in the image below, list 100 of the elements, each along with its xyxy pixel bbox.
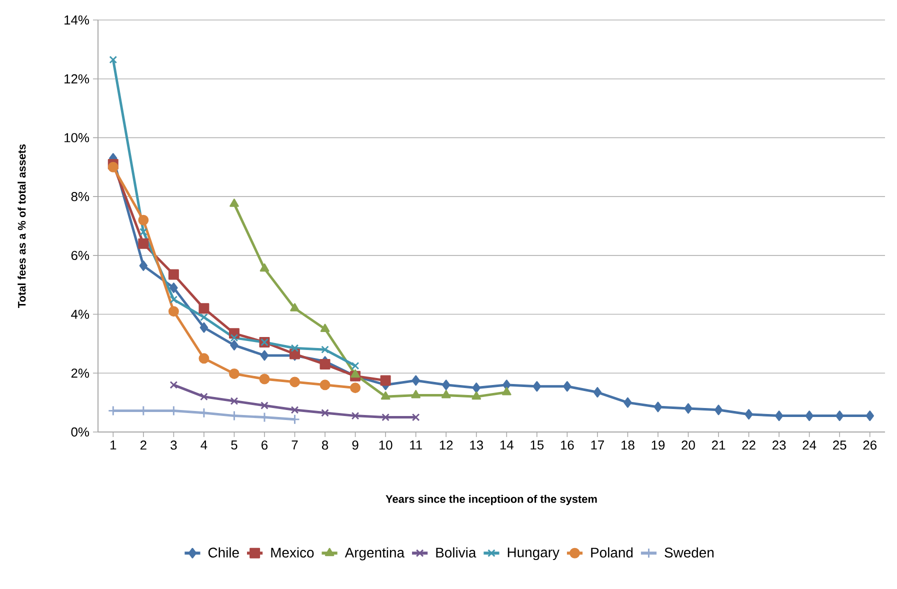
legend-label: Chile <box>208 547 239 558</box>
point <box>380 391 390 400</box>
point <box>170 380 178 389</box>
point <box>472 382 480 394</box>
x-tick-label: 14 <box>500 440 514 450</box>
point <box>290 414 300 425</box>
x-tick-label: 16 <box>560 440 574 450</box>
point <box>260 402 268 410</box>
point <box>714 404 723 416</box>
legend-label: Poland <box>591 547 633 558</box>
point <box>108 162 118 172</box>
point <box>198 353 210 364</box>
point <box>200 322 208 333</box>
point <box>411 390 420 398</box>
point <box>472 391 482 400</box>
x-tick-label: 10 <box>379 440 392 450</box>
legend-label: Hungary <box>508 548 560 560</box>
point <box>138 214 149 226</box>
x-tick-label: 17 <box>591 440 604 450</box>
x-tick-label: 23 <box>772 440 786 450</box>
point <box>168 306 179 317</box>
point <box>290 303 300 312</box>
x-tick-label: 25 <box>833 440 846 450</box>
x-tick-label: 1 <box>110 440 116 450</box>
y-tick-label: 4% <box>71 310 90 319</box>
point <box>321 346 329 354</box>
x-tick-label: 6 <box>262 440 268 450</box>
point <box>198 303 210 314</box>
point <box>259 374 270 384</box>
point <box>684 403 692 414</box>
point <box>320 380 330 390</box>
point <box>290 406 299 414</box>
point <box>442 380 450 390</box>
point <box>502 387 512 396</box>
point <box>351 362 360 370</box>
x-axis-title: Years since the inceptioon of the system <box>386 494 597 506</box>
legend-label: Bolivia <box>436 547 476 558</box>
y-tick-label: 10% <box>64 133 90 142</box>
point <box>805 410 814 422</box>
point <box>260 263 270 272</box>
point <box>230 397 238 406</box>
x-tick-label: 7 <box>292 440 298 450</box>
x-tick-label: 18 <box>622 440 634 450</box>
point <box>412 413 420 422</box>
point <box>320 324 330 332</box>
point <box>200 313 208 322</box>
y-axis-title: Total fees as a % of total assets <box>18 144 26 308</box>
y-tick-label: 8% <box>71 192 90 202</box>
point <box>139 228 148 236</box>
x-tick-label: 20 <box>682 440 695 450</box>
point <box>866 410 874 422</box>
x-tick-label: 8 <box>322 440 328 450</box>
point <box>835 410 844 422</box>
legend-label: Mexico <box>271 547 314 558</box>
point <box>412 375 420 386</box>
point <box>198 408 210 418</box>
point <box>350 369 360 378</box>
point <box>138 238 149 249</box>
x-tick-label: 5 <box>231 440 238 450</box>
point <box>593 387 602 398</box>
point <box>382 413 390 422</box>
x-tick-label: 19 <box>652 440 665 450</box>
x-tick-label: 3 <box>170 440 177 450</box>
point <box>744 409 753 420</box>
point <box>532 381 542 392</box>
point <box>350 382 361 394</box>
x-tick-label: 12 <box>440 440 453 450</box>
point <box>260 350 269 361</box>
point <box>170 282 178 294</box>
y-tick-label: 0% <box>71 427 90 437</box>
y-tick-label: 2% <box>71 368 90 378</box>
point <box>321 408 329 417</box>
point <box>139 260 148 271</box>
point <box>502 380 511 390</box>
point <box>170 296 178 304</box>
point <box>351 412 360 420</box>
point <box>320 359 330 370</box>
x-tick-label: 4 <box>200 440 208 450</box>
point <box>624 397 632 408</box>
y-tick-label: 12% <box>64 74 90 84</box>
point <box>109 56 118 64</box>
point <box>230 340 238 350</box>
point <box>228 368 240 379</box>
x-tick-label: 22 <box>742 440 756 450</box>
point <box>230 198 239 207</box>
point <box>200 392 208 401</box>
x-tick-label: 2 <box>140 440 146 450</box>
x-tick-label: 9 <box>352 440 358 450</box>
x-tick-label: 11 <box>410 440 422 450</box>
point <box>654 402 662 412</box>
point <box>168 269 179 280</box>
legend-label: Sweden <box>664 547 714 558</box>
legend-label: Argentina <box>344 547 405 560</box>
y-tick-label: 6% <box>71 250 90 260</box>
point <box>563 381 572 392</box>
point <box>441 390 451 398</box>
x-tick-label: 13 <box>470 440 484 450</box>
x-tick-label: 15 <box>530 440 544 450</box>
point <box>380 375 391 386</box>
y-tick-label: 14% <box>64 15 90 25</box>
